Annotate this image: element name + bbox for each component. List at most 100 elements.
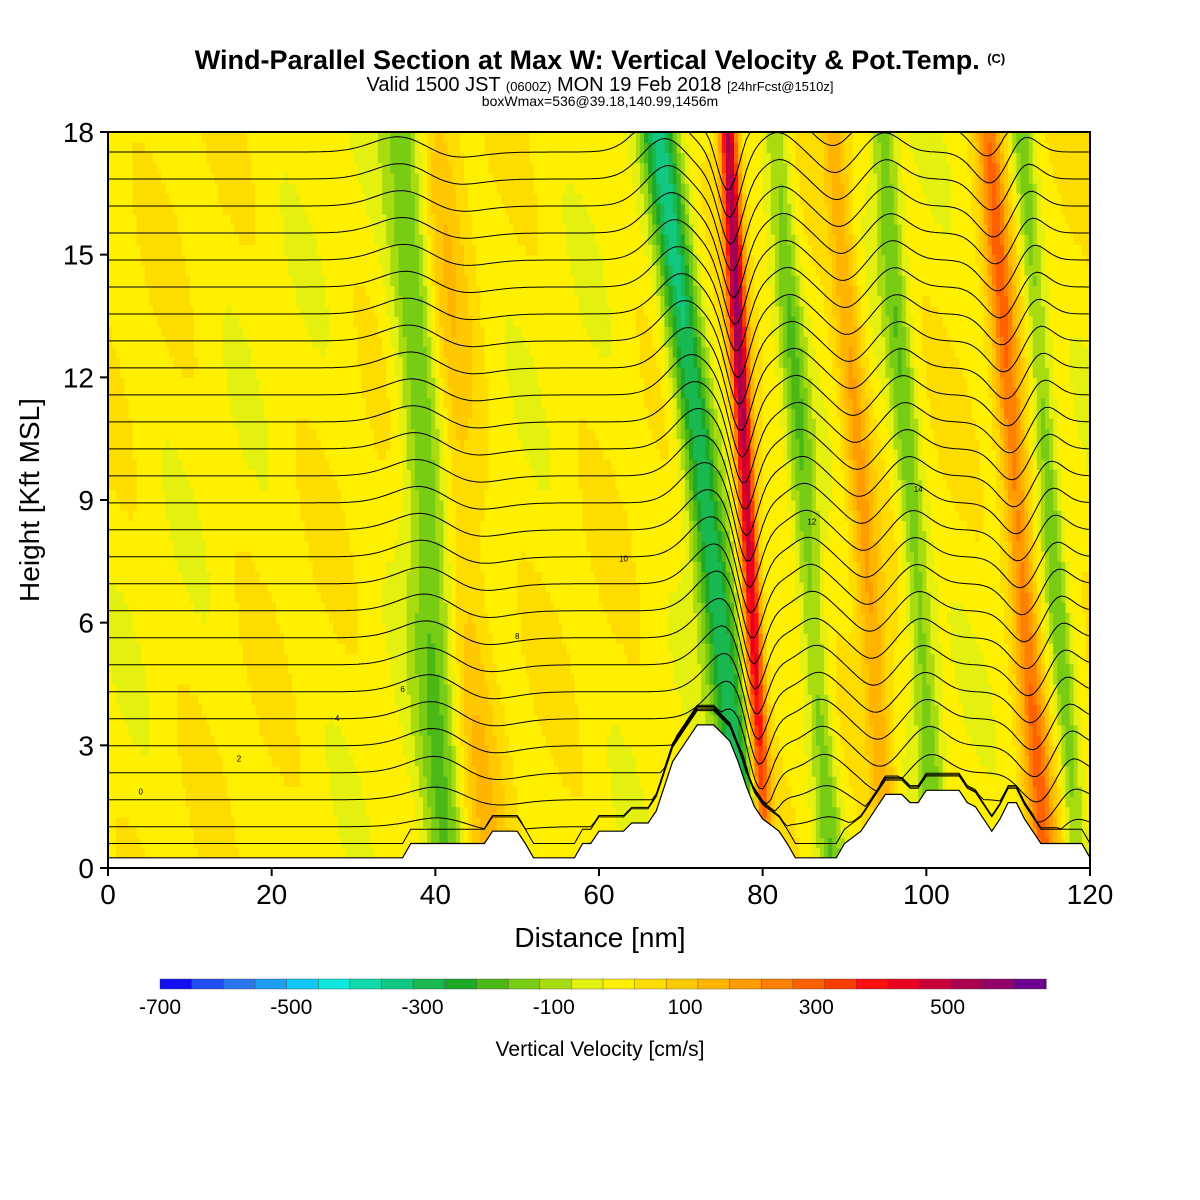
w-cell: [210, 183, 215, 194]
w-cell: [165, 786, 170, 798]
chart-subsubtitle: boxWmax=536@39.18,140.99,1456m: [481, 93, 719, 109]
w-cell: [333, 438, 338, 450]
w-cell: [128, 264, 134, 276]
w-cell: [169, 776, 175, 787]
w-cell: [185, 142, 191, 154]
w-cell: [353, 152, 359, 164]
w-cell: [108, 694, 113, 706]
w-cell: [353, 275, 359, 286]
w-cell: [226, 387, 232, 399]
w-cell: [279, 827, 285, 838]
w-cell: [341, 632, 346, 644]
w-cell: [165, 264, 170, 276]
w-cell: [173, 295, 179, 307]
w-cell: [308, 316, 314, 327]
w-cell: [202, 592, 207, 603]
w-cell: [288, 152, 293, 164]
w-cell: [292, 244, 297, 256]
w-cell: [288, 735, 293, 746]
w-cell: [198, 428, 203, 440]
w-cell: [234, 632, 240, 644]
w-cell: [120, 326, 125, 338]
w-cell: [140, 244, 146, 256]
w-cell: [226, 295, 232, 307]
w-cell: [124, 193, 130, 205]
w-cell: [206, 183, 211, 194]
w-cell: [165, 367, 170, 378]
w-cell: [279, 540, 285, 552]
w-cell: [255, 183, 260, 194]
w-cell: [177, 704, 183, 716]
w-cell: [316, 724, 322, 736]
w-cell: [271, 213, 277, 225]
w-cell: [296, 459, 301, 470]
w-cell: [312, 377, 318, 389]
w-cell: [378, 285, 383, 297]
w-cell: [153, 786, 158, 798]
w-cell: [382, 213, 387, 225]
w-cell: [275, 428, 281, 440]
w-cell: [304, 142, 310, 154]
w-cell: [378, 520, 383, 532]
w-cell: [283, 724, 289, 736]
w-cell: [136, 469, 142, 481]
w-cell: [108, 356, 113, 368]
w-cell: [202, 438, 207, 450]
w-cell: [337, 142, 342, 154]
w-cell: [308, 816, 314, 828]
w-cell: [234, 183, 240, 194]
w-cell: [230, 275, 236, 286]
w-cell: [263, 234, 269, 246]
w-cell: [288, 438, 293, 450]
w-cell: [222, 500, 228, 511]
w-cell: [308, 500, 314, 511]
w-cell: [124, 448, 130, 460]
w-cell: [292, 336, 297, 348]
w-cell: [185, 469, 191, 481]
w-cell: [316, 438, 322, 450]
w-cell: [345, 356, 351, 368]
w-cell: [140, 264, 146, 276]
w-cell: [333, 489, 338, 501]
w-cell: [177, 714, 183, 726]
w-cell: [243, 367, 248, 378]
w-cell: [165, 428, 170, 440]
w-cell: [386, 397, 391, 409]
w-cell: [279, 479, 285, 491]
w-cell: [324, 694, 330, 706]
w-cell: [120, 592, 125, 603]
w-cell: [333, 254, 338, 266]
w-cell: [226, 776, 232, 787]
w-cell: [214, 408, 220, 419]
w-cell: [333, 264, 338, 276]
w-cell: [345, 428, 351, 440]
w-cell: [177, 673, 183, 685]
w-cell: [132, 643, 138, 654]
w-cell: [390, 765, 396, 777]
w-cell: [353, 234, 359, 246]
w-cell: [108, 132, 113, 143]
w-cell: [373, 571, 379, 583]
w-cell: [267, 602, 273, 614]
w-cell: [210, 786, 215, 798]
w-cell: [373, 162, 379, 174]
w-cell: [378, 827, 383, 838]
w-cell: [365, 827, 371, 838]
w-cell: [144, 684, 150, 695]
w-cell: [341, 244, 346, 256]
w-cell: [390, 796, 396, 808]
w-cell: [316, 142, 322, 154]
w-cell: [345, 704, 351, 716]
w-cell: [386, 285, 391, 297]
w-cell: [283, 346, 289, 358]
w-cell: [226, 602, 232, 614]
w-cell: [271, 438, 277, 450]
w-cell: [198, 305, 203, 317]
w-cell: [185, 500, 191, 511]
w-cell: [226, 428, 232, 440]
w-cell: [206, 663, 211, 675]
w-cell: [312, 765, 318, 777]
w-cell: [378, 581, 383, 593]
w-cell: [369, 786, 375, 798]
w-cell: [173, 592, 179, 603]
